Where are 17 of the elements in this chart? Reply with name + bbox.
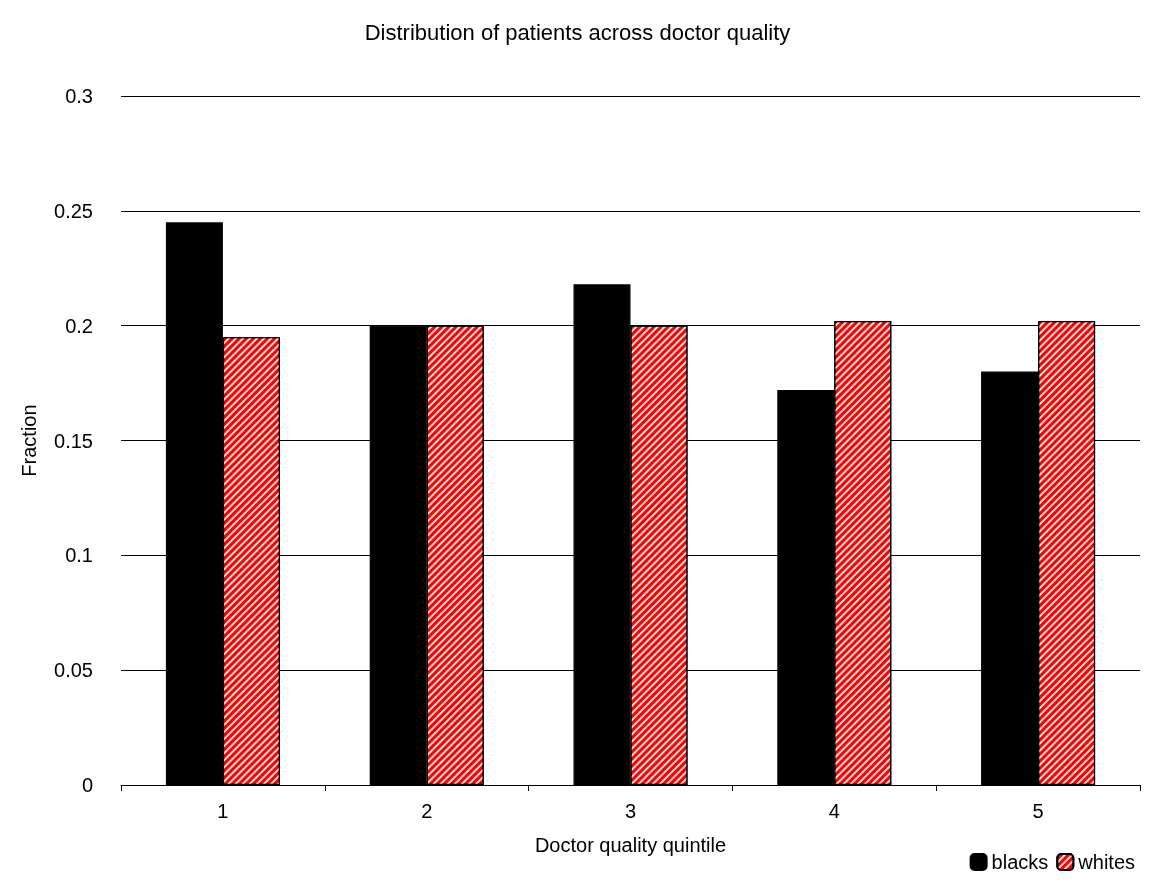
y-tick-label: 0.1	[65, 544, 93, 567]
y-tick-label: 0.2	[65, 314, 93, 337]
x-tick-label: 2	[421, 800, 433, 822]
y-axis-title: Fraction	[18, 404, 40, 477]
y-tick-label: 0	[81, 774, 93, 796]
x-tick-label: 3	[624, 800, 637, 822]
chart-title: Distribution of patients across doctor quality	[364, 19, 791, 45]
x-tick-label: 1	[217, 800, 229, 822]
x-tick-label: 5	[1032, 800, 1044, 822]
y-tick-label: 0.15	[54, 429, 93, 452]
legend-label: blacks	[991, 851, 1049, 873]
x-axis-title: Doctor quality quintile	[534, 834, 727, 856]
y-tick-label: 0.3	[65, 85, 93, 107]
x-tick-label: 4	[828, 800, 840, 822]
y-tick-label: 0.25	[54, 199, 93, 222]
y-tick-label: 0.05	[54, 659, 93, 682]
legend-label: whites	[1077, 851, 1136, 873]
